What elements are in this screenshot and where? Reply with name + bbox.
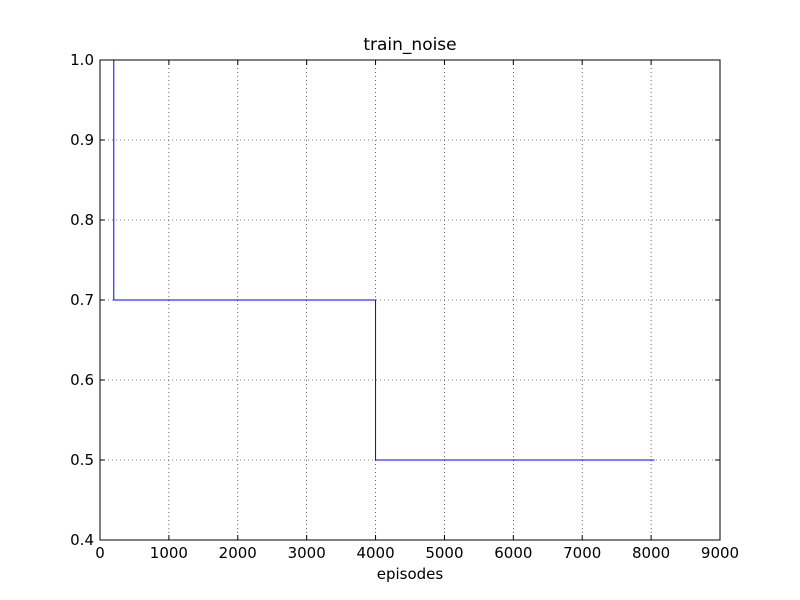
series-line — [113, 60, 655, 461]
y-tick-label: 0.4 — [70, 531, 94, 549]
x-tick-label: 2000 — [219, 544, 257, 562]
y-tick-label: 0.7 — [70, 291, 94, 309]
x-tick-label: 3000 — [288, 544, 326, 562]
x-tick-label: 9000 — [701, 544, 739, 562]
x-tick-label: 4000 — [356, 544, 394, 562]
chart-title: train_noise — [363, 35, 457, 55]
x-tick-label: 0 — [95, 544, 105, 562]
x-tick-label: 1000 — [150, 544, 188, 562]
y-tick-label: 0.8 — [70, 211, 94, 229]
x-tick-label: 8000 — [632, 544, 670, 562]
x-tick-label: 7000 — [563, 544, 601, 562]
y-tick-label: 0.9 — [70, 131, 94, 149]
y-tick-label: 1.0 — [70, 51, 94, 69]
y-tick-label: 0.5 — [70, 451, 94, 469]
x-tick-label: 6000 — [494, 544, 532, 562]
x-tick-label: 5000 — [425, 544, 463, 562]
x-axis-label: episodes — [376, 565, 444, 583]
y-tick-label: 0.6 — [70, 371, 94, 389]
